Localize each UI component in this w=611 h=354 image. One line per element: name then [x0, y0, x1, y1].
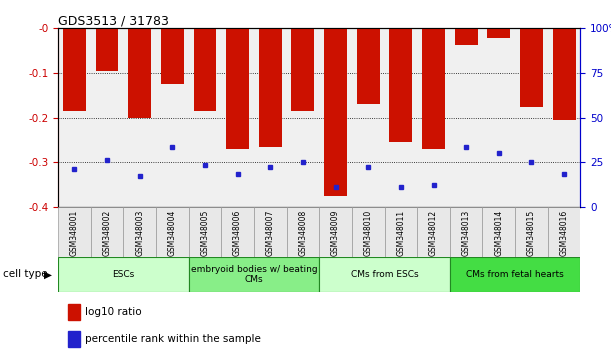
- Bar: [194, 28, 216, 111]
- Bar: [422, 28, 445, 149]
- Bar: [389, 28, 412, 142]
- Bar: [90, 207, 123, 257]
- Bar: [68, 304, 80, 320]
- Text: GSM348012: GSM348012: [429, 210, 438, 256]
- Bar: [63, 28, 86, 111]
- Bar: [58, 207, 90, 257]
- Text: GSM348015: GSM348015: [527, 210, 536, 256]
- Text: GSM348005: GSM348005: [200, 210, 210, 256]
- Text: GSM348004: GSM348004: [168, 210, 177, 256]
- Text: GSM348014: GSM348014: [494, 210, 503, 256]
- Text: GSM348001: GSM348001: [70, 210, 79, 256]
- Bar: [384, 207, 417, 257]
- Text: log10 ratio: log10 ratio: [85, 307, 142, 317]
- Bar: [455, 28, 478, 45]
- Bar: [189, 207, 221, 257]
- Bar: [189, 257, 320, 292]
- Bar: [68, 331, 80, 347]
- Bar: [450, 257, 580, 292]
- Bar: [156, 207, 189, 257]
- Bar: [553, 28, 576, 120]
- Text: GSM348010: GSM348010: [364, 210, 373, 256]
- Bar: [287, 207, 320, 257]
- Bar: [226, 28, 249, 149]
- Text: percentile rank within the sample: percentile rank within the sample: [85, 334, 261, 344]
- Text: GSM348008: GSM348008: [298, 210, 307, 256]
- Bar: [123, 207, 156, 257]
- Bar: [95, 28, 119, 71]
- Text: GSM348007: GSM348007: [266, 210, 275, 256]
- Bar: [58, 257, 189, 292]
- Bar: [515, 207, 548, 257]
- Bar: [324, 28, 347, 196]
- Text: embryoid bodies w/ beating
CMs: embryoid bodies w/ beating CMs: [191, 265, 317, 284]
- Bar: [520, 28, 543, 107]
- Text: ▶: ▶: [44, 269, 52, 279]
- Bar: [320, 257, 450, 292]
- Bar: [320, 207, 352, 257]
- Bar: [357, 28, 379, 104]
- Bar: [291, 28, 314, 111]
- Text: CMs from ESCs: CMs from ESCs: [351, 270, 419, 279]
- Text: GSM348006: GSM348006: [233, 210, 242, 256]
- Bar: [450, 207, 483, 257]
- Text: GSM348009: GSM348009: [331, 210, 340, 256]
- Text: CMs from fetal hearts: CMs from fetal hearts: [466, 270, 564, 279]
- Bar: [254, 207, 287, 257]
- Bar: [483, 207, 515, 257]
- Text: GSM348003: GSM348003: [135, 210, 144, 256]
- Bar: [161, 28, 184, 84]
- Text: cell type: cell type: [3, 269, 48, 279]
- Text: GSM348002: GSM348002: [103, 210, 112, 256]
- Bar: [548, 207, 580, 257]
- Text: GSM348013: GSM348013: [462, 210, 470, 256]
- Text: ESCs: ESCs: [112, 270, 134, 279]
- Bar: [417, 207, 450, 257]
- Bar: [128, 28, 151, 118]
- Bar: [259, 28, 282, 147]
- Text: GDS3513 / 31783: GDS3513 / 31783: [58, 14, 169, 27]
- Bar: [488, 28, 510, 38]
- Bar: [352, 207, 384, 257]
- Text: GSM348016: GSM348016: [560, 210, 569, 256]
- Bar: [221, 207, 254, 257]
- Text: GSM348011: GSM348011: [397, 210, 405, 256]
